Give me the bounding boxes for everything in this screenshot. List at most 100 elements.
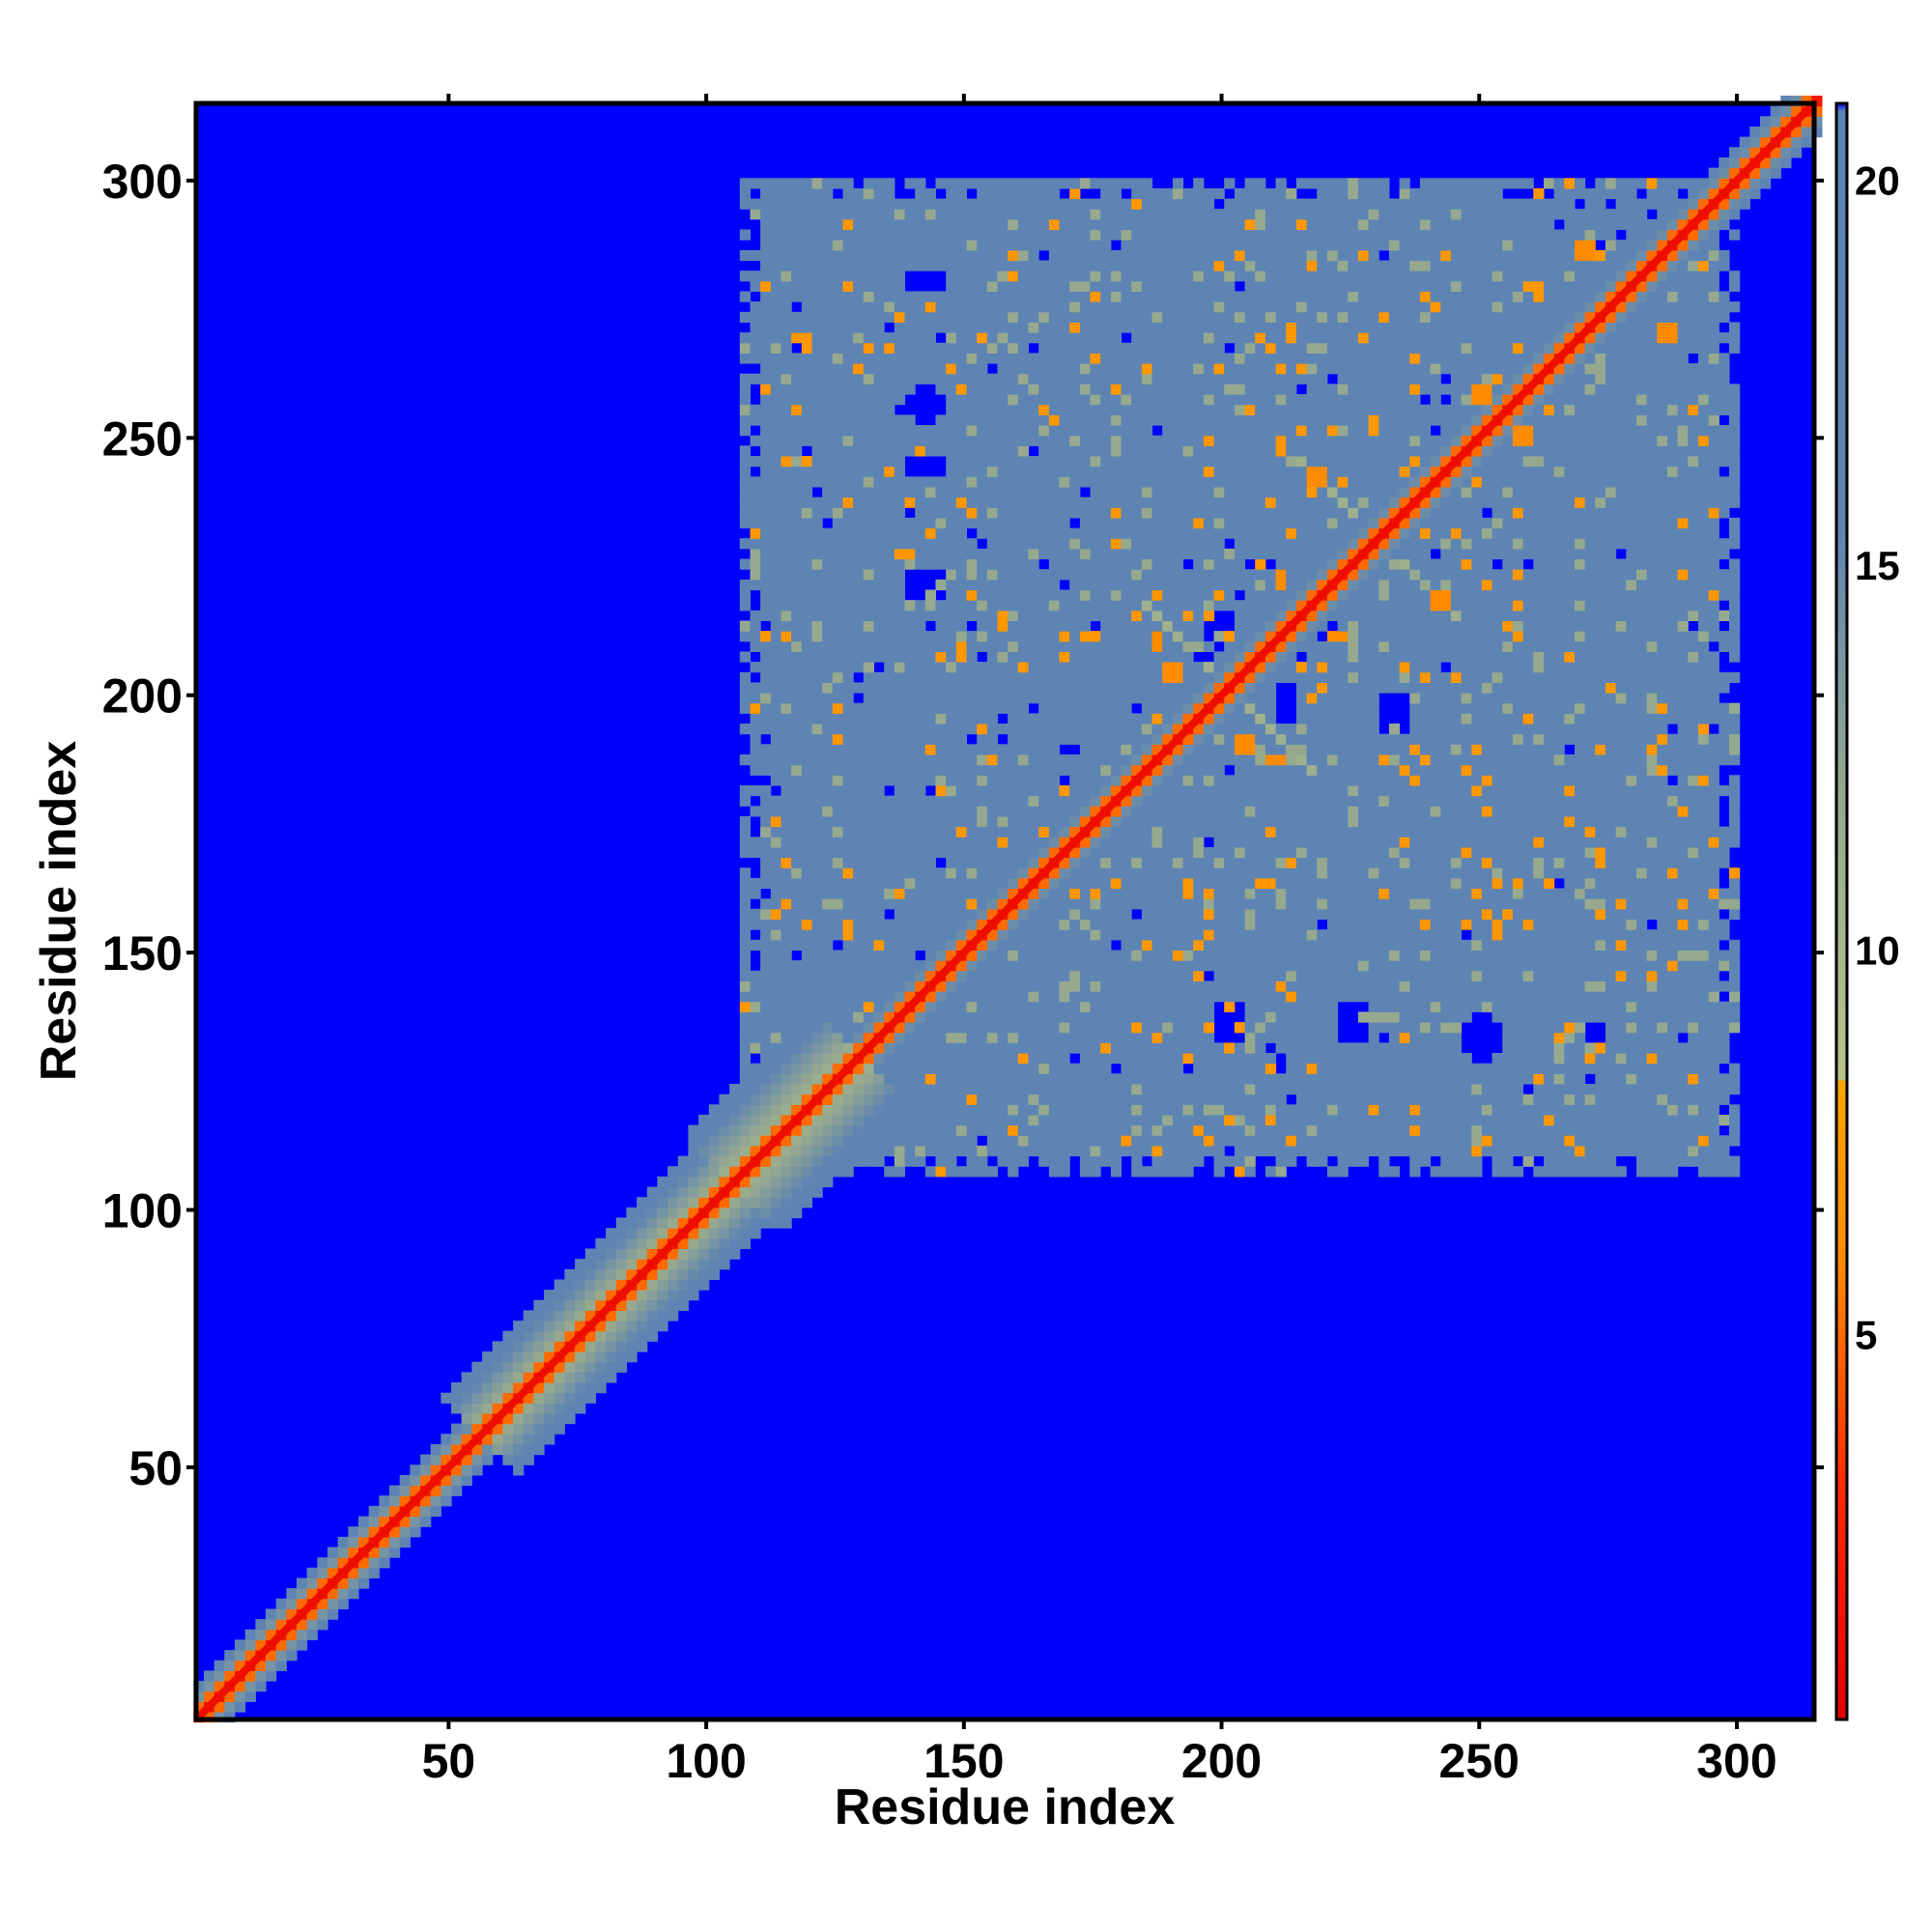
heatmap-cell	[1193, 898, 1205, 910]
heatmap-cell	[760, 1166, 772, 1178]
heatmap-cell	[1038, 507, 1050, 519]
heatmap-cell	[1059, 980, 1070, 992]
heatmap-cell	[770, 414, 781, 426]
heatmap-cell	[1059, 517, 1070, 529]
heatmap-cell	[915, 507, 926, 519]
heatmap-cell	[955, 1094, 967, 1105]
heatmap-cell	[924, 558, 936, 570]
heatmap-cell	[1172, 939, 1184, 951]
heatmap-cell	[801, 837, 812, 848]
heatmap-cell	[1090, 1115, 1101, 1126]
heatmap-cell	[1017, 507, 1029, 519]
heatmap-cell	[853, 260, 865, 271]
heatmap-cell	[698, 1135, 710, 1147]
heatmap-cell	[1141, 640, 1153, 652]
heatmap-cell	[1008, 322, 1019, 333]
heatmap-cell	[935, 919, 947, 930]
heatmap-cell	[1038, 815, 1050, 828]
heatmap-cell	[1059, 476, 1070, 488]
heatmap-cell	[801, 620, 812, 632]
heatmap-cell	[1193, 991, 1205, 1003]
heatmap-cell	[1090, 527, 1101, 539]
heatmap-cell	[523, 1372, 534, 1383]
heatmap-cell	[935, 209, 947, 220]
heatmap-cell	[946, 857, 957, 868]
heatmap-cell	[1193, 456, 1205, 468]
heatmap-cell	[750, 1145, 761, 1157]
heatmap-cell	[760, 497, 772, 508]
heatmap-cell	[955, 466, 967, 477]
heatmap-cell	[533, 1444, 545, 1456]
heatmap-cell	[739, 249, 751, 262]
heatmap-cell	[781, 187, 792, 200]
heatmap-cell	[822, 218, 834, 231]
heatmap-cell	[1203, 384, 1215, 395]
heatmap-cell	[955, 826, 967, 838]
heatmap-cell	[1151, 1084, 1163, 1095]
heatmap-cell	[894, 332, 905, 344]
heatmap-cell	[461, 1454, 472, 1465]
heatmap-cell	[924, 1145, 936, 1157]
heatmap-cell	[1008, 1001, 1019, 1012]
heatmap-cell	[1110, 702, 1122, 714]
heatmap-cell	[1141, 980, 1153, 992]
heatmap-cell	[791, 538, 803, 550]
heatmap-cell	[873, 1094, 885, 1105]
heatmap-cell	[832, 785, 843, 797]
heatmap-cell	[760, 332, 772, 344]
heatmap-cell	[1162, 1166, 1174, 1178]
heatmap-cell	[781, 960, 792, 972]
heatmap-cell	[1151, 301, 1163, 313]
heatmap-cell	[575, 1403, 586, 1414]
heatmap-cell	[1151, 651, 1163, 663]
heatmap-cell	[204, 1681, 215, 1692]
heatmap-cell	[1079, 363, 1092, 375]
heatmap-cell	[193, 1690, 205, 1702]
heatmap-cell	[1110, 187, 1122, 200]
heatmap-cell	[750, 662, 761, 673]
heatmap-cell	[1213, 867, 1225, 879]
heatmap-cell	[1213, 466, 1225, 477]
heatmap-cell	[935, 260, 947, 271]
heatmap-cell	[1141, 724, 1153, 735]
heatmap-cell	[781, 218, 792, 231]
heatmap-cell	[791, 857, 803, 868]
heatmap-cell	[986, 1011, 998, 1023]
heatmap-cell	[637, 1310, 648, 1321]
heatmap-cell	[977, 631, 988, 642]
heatmap-cell	[946, 1001, 957, 1012]
heatmap-cell	[275, 1598, 287, 1609]
heatmap-cell	[1193, 363, 1205, 375]
heatmap-cell	[1203, 640, 1215, 652]
heatmap-cell	[1079, 1166, 1092, 1178]
heatmap-cell	[1110, 497, 1122, 508]
heatmap-cell	[1141, 960, 1153, 972]
heatmap-cell	[1110, 527, 1122, 539]
heatmap-cell	[966, 671, 978, 683]
heatmap-cell	[1141, 754, 1153, 766]
heatmap-cell	[781, 476, 792, 488]
heatmap-cell	[1203, 486, 1215, 498]
heatmap-cell	[1213, 764, 1225, 776]
heatmap-cell	[924, 507, 936, 519]
heatmap-cell	[770, 1001, 781, 1012]
heatmap-cell	[915, 497, 926, 508]
heatmap-cell	[977, 1032, 988, 1043]
heatmap-cell	[523, 1310, 534, 1321]
heatmap-cell	[1069, 589, 1081, 601]
heatmap-cell	[368, 1526, 380, 1538]
heatmap-cell	[946, 1053, 957, 1065]
heatmap-cell	[873, 610, 885, 621]
heatmap-cell	[915, 311, 926, 323]
heatmap-cell	[440, 1444, 452, 1456]
heatmap-cell	[1121, 1145, 1132, 1157]
heatmap-cell	[739, 558, 751, 570]
heatmap-cell	[1110, 507, 1122, 519]
heatmap-cell	[873, 671, 885, 683]
heatmap-cell	[595, 1279, 607, 1291]
heatmap-cell	[668, 1197, 679, 1208]
heatmap-cell	[1182, 363, 1194, 375]
heatmap-cell	[915, 198, 926, 210]
heatmap-cell	[811, 589, 823, 601]
heatmap-cell	[904, 846, 916, 859]
